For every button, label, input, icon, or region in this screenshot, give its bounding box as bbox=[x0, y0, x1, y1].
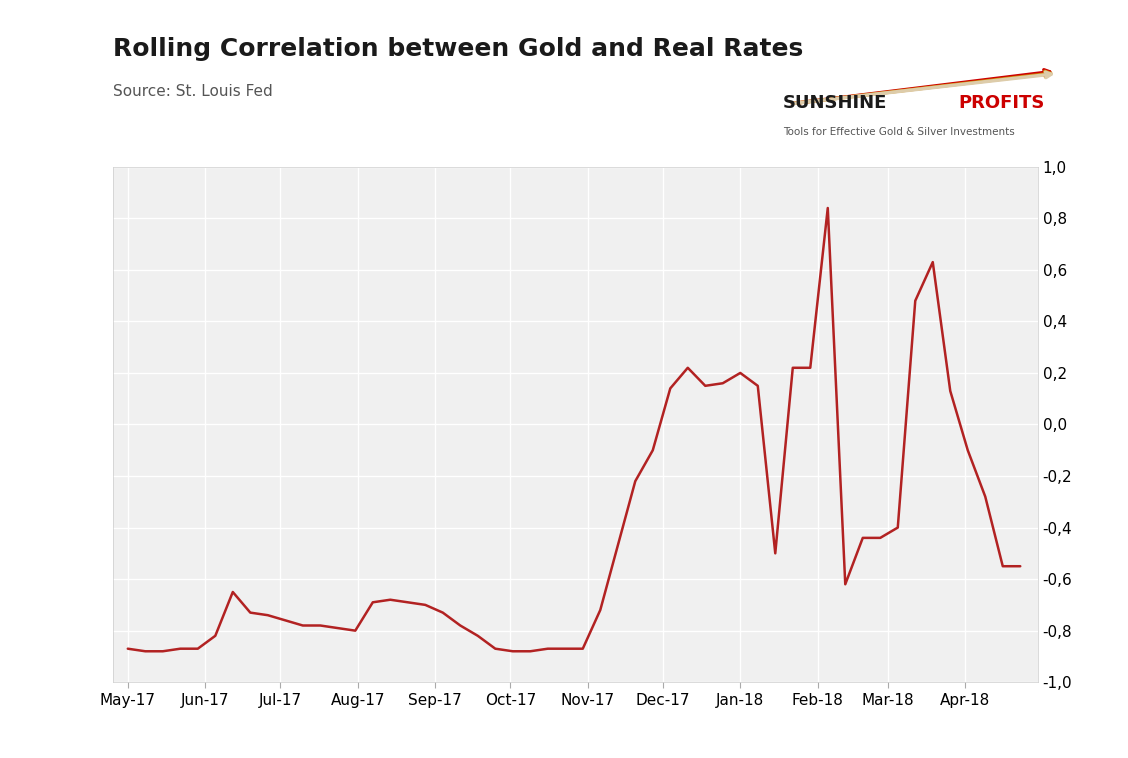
Text: SUNSHINE: SUNSHINE bbox=[783, 94, 888, 112]
Text: Tools for Effective Gold & Silver Investments: Tools for Effective Gold & Silver Invest… bbox=[783, 127, 1014, 137]
Text: Source: St. Louis Fed: Source: St. Louis Fed bbox=[113, 83, 273, 99]
Text: Rolling Correlation between Gold and Real Rates: Rolling Correlation between Gold and Rea… bbox=[113, 36, 803, 61]
Text: PROFITS: PROFITS bbox=[959, 94, 1046, 112]
